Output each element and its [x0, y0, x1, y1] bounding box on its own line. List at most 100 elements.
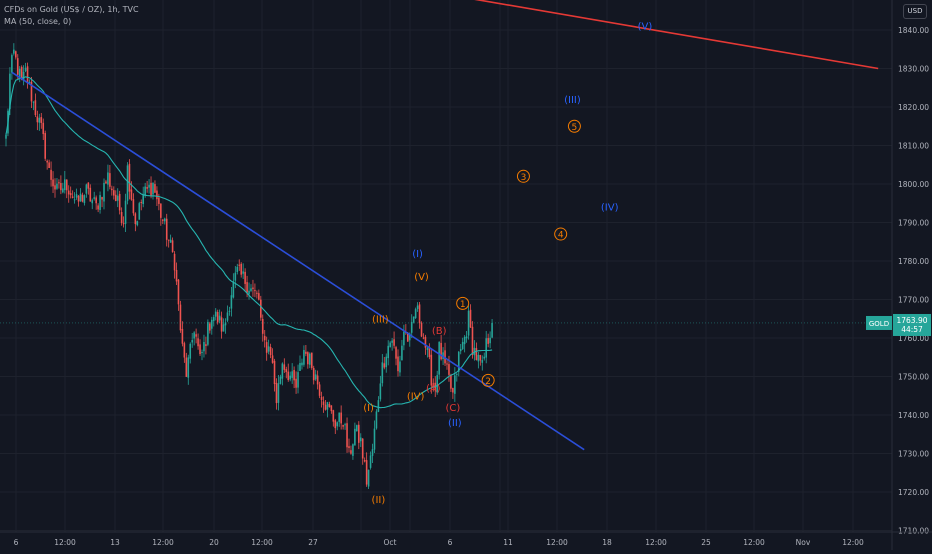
x-tick-label: 12:00 [152, 538, 174, 547]
wave-label: (A) [426, 384, 441, 395]
candle-body [291, 371, 293, 378]
candle-body [181, 328, 184, 344]
candle-body [93, 197, 95, 199]
y-tick-label: 1800.00 [898, 180, 929, 189]
candle-body [432, 383, 435, 385]
candle-body [397, 356, 399, 372]
candle-body [446, 363, 448, 365]
candle-body [118, 193, 121, 211]
currency-badge[interactable]: USD [903, 4, 927, 19]
y-tick-label: 1740.00 [898, 411, 929, 420]
candle-body [30, 81, 33, 102]
candle-body [330, 405, 333, 412]
candle-body [444, 350, 446, 364]
candle-body [175, 269, 178, 282]
candle-body [408, 333, 411, 341]
candle-body [150, 182, 152, 196]
symbol-tag-label: GOLD [869, 320, 889, 328]
y-tick-label: 1730.00 [898, 450, 929, 459]
candle-body [373, 428, 376, 450]
candle-body [126, 165, 129, 201]
candle-body [263, 335, 266, 341]
candle-body [385, 356, 388, 368]
candle-body [62, 188, 64, 193]
candle-body [216, 312, 219, 323]
candle-body [452, 388, 454, 393]
candle-body [420, 322, 423, 337]
candle-body [177, 279, 180, 305]
candle-body [158, 197, 160, 204]
x-tick-label: 12:00 [54, 538, 76, 547]
candle-body [81, 194, 84, 202]
indicator-label[interactable]: MA (50, close, 0) [4, 17, 72, 26]
candle-body [207, 321, 209, 345]
candle-body [244, 271, 246, 284]
x-tick-label: 20 [209, 538, 219, 547]
candle-body [185, 357, 188, 377]
wave-label: (C) [445, 403, 460, 414]
candle-body [193, 332, 195, 339]
candle-body [146, 187, 148, 189]
candle-body [365, 460, 368, 485]
candle-body [95, 197, 97, 204]
candle-body [26, 66, 29, 84]
candle-body [138, 203, 141, 220]
candle-body [116, 195, 119, 201]
candle-body [162, 219, 164, 221]
candle-body [428, 346, 431, 358]
candle-body [379, 383, 382, 400]
symbol-title[interactable]: CFDs on Gold (US$ / OZ), 1h, TVC [4, 5, 139, 14]
wave-label: (V) [638, 22, 653, 33]
candle-body [369, 455, 372, 468]
wave-label: 4 [558, 231, 564, 241]
candle-body [75, 194, 78, 198]
candle-body [469, 309, 472, 328]
candle-body [211, 319, 213, 329]
candle-body [448, 364, 450, 375]
candle-body [99, 195, 101, 210]
candle-body [114, 194, 117, 201]
candle-body [412, 316, 415, 323]
candle-body [463, 336, 466, 345]
wave-circle [516, 169, 530, 183]
candle-body [218, 315, 221, 321]
candle-body [269, 347, 272, 356]
candle-body [169, 239, 172, 243]
wave-label: (I) [363, 403, 374, 414]
candle-body [361, 438, 364, 459]
candle-body [230, 295, 233, 309]
candle-body [375, 411, 378, 429]
wave-label: (IV) [407, 391, 425, 402]
candle-body [287, 371, 290, 380]
candle-body [212, 317, 215, 322]
x-tick-label: 12:00 [842, 538, 864, 547]
candle-body [309, 353, 311, 365]
candle-body [222, 324, 225, 332]
candle-body [124, 200, 127, 224]
candle-body [301, 362, 303, 366]
candle-body [307, 352, 309, 365]
wave-label: (III) [564, 95, 581, 106]
x-tick-label: 6 [14, 538, 19, 547]
x-tick-label: 25 [701, 538, 711, 547]
candle-body [22, 71, 25, 82]
wave-circle [456, 296, 470, 310]
resistance-trendline [474, 0, 879, 70]
candle-body [265, 342, 268, 353]
x-tick-label: 13 [110, 538, 120, 547]
candle-body [58, 182, 60, 184]
candle-body [201, 352, 203, 354]
candle-body [248, 290, 250, 295]
candle-body [457, 351, 460, 372]
candle-body [403, 331, 405, 346]
candle-body [136, 221, 139, 226]
candle-body [348, 446, 350, 449]
y-tick-label: 1810.00 [898, 142, 929, 151]
candle-body [450, 375, 452, 389]
candle-body [338, 412, 340, 422]
candle-body [326, 402, 329, 410]
chart-legend: CFDs on Gold (US$ / OZ), 1h, TVC MA (50,… [4, 4, 139, 28]
candle-body [163, 218, 166, 222]
